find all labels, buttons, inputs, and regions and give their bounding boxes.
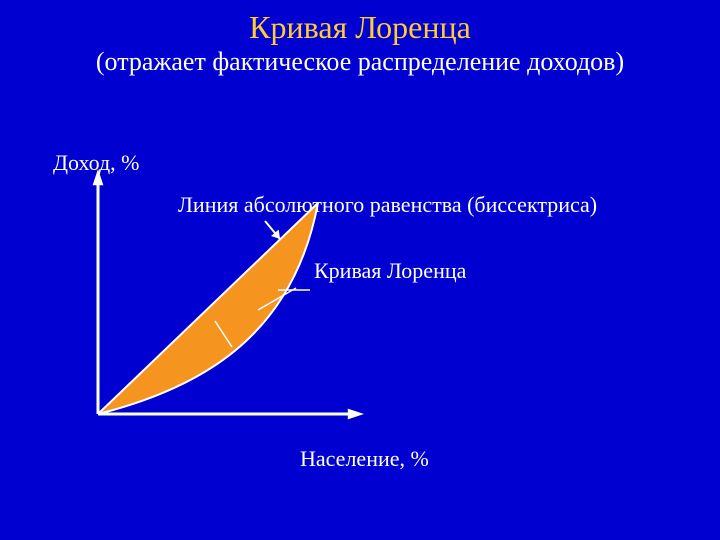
lorenz-curve-label: Кривая Лоренца — [314, 258, 466, 284]
x-axis-arrow-icon — [348, 409, 364, 420]
equality-line-label: Линия абсолютного равенства (биссектриса… — [178, 192, 597, 218]
y-axis-label: Доход, % — [53, 150, 140, 176]
equality-line — [98, 203, 318, 414]
x-axis-label: Население, % — [300, 446, 429, 472]
